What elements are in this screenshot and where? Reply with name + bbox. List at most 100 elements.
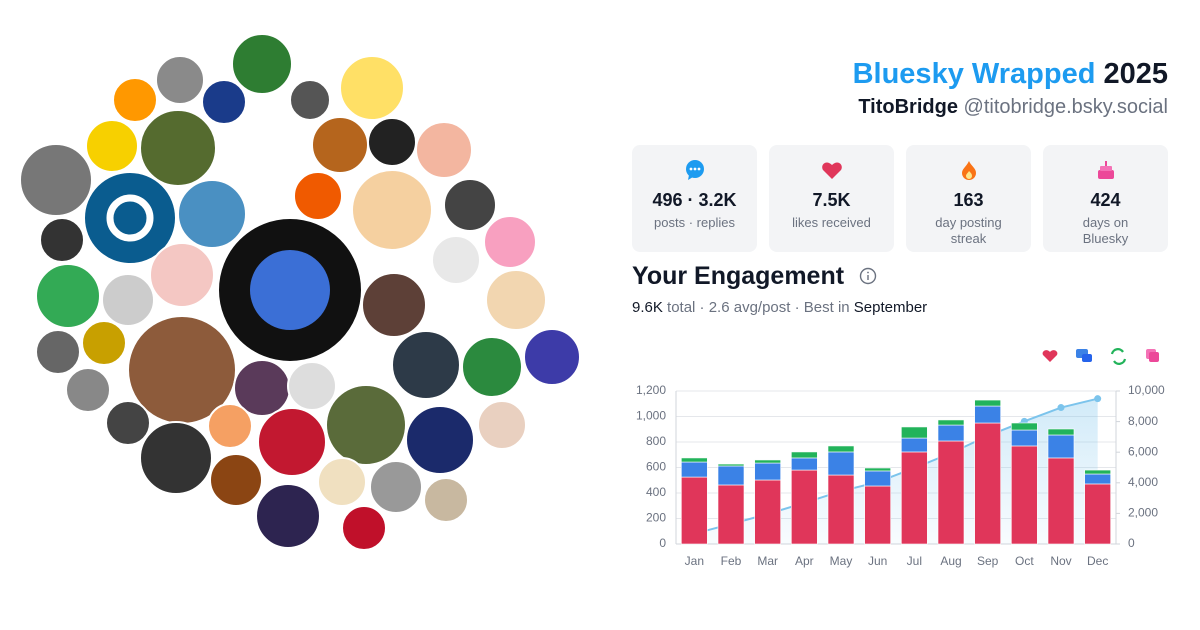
y2-tick-label: 0 <box>1128 536 1135 550</box>
bar <box>717 463 745 467</box>
bar <box>754 459 781 464</box>
avatar <box>112 77 158 123</box>
stat-icon <box>1097 161 1114 179</box>
avatar <box>351 169 433 251</box>
stat-label: likes received <box>792 215 871 230</box>
bar <box>681 457 708 463</box>
bar <box>1011 422 1038 431</box>
avatar <box>325 384 407 466</box>
stat-card: 496 · 3.2K posts · replies <box>632 145 757 252</box>
bar <box>1084 473 1111 485</box>
bar <box>864 485 891 545</box>
bar <box>827 445 855 453</box>
avatar <box>19 143 93 217</box>
line-point <box>1057 404 1065 412</box>
bar <box>827 474 855 545</box>
user: TitoBridge @titobridge.bsky.social <box>858 96 1168 119</box>
avatar <box>461 336 523 398</box>
section-title-text: Your Engagement <box>632 262 845 290</box>
section-title: Your Engagement <box>632 262 877 291</box>
avatar <box>485 269 547 331</box>
bar <box>1084 469 1111 475</box>
avatar <box>209 453 263 507</box>
bar <box>974 399 1001 407</box>
x-tick-label: Jun <box>868 554 887 568</box>
avatar <box>431 235 481 285</box>
y-tick-label: 800 <box>646 434 666 448</box>
avatar <box>339 55 405 121</box>
avatar <box>177 179 247 249</box>
bar <box>1047 457 1075 545</box>
avatar <box>339 335 389 385</box>
bar <box>974 422 1001 545</box>
avatar <box>35 329 81 375</box>
legend-icon <box>1042 350 1058 362</box>
avatar <box>231 124 293 186</box>
bar <box>901 451 928 545</box>
avatar <box>39 217 85 263</box>
stat-card: 424 days on Bluesky <box>1043 145 1168 252</box>
y-tick-label: 600 <box>646 460 666 474</box>
title: Bluesky Wrapped 2025 <box>853 58 1168 91</box>
avatar <box>443 178 497 232</box>
x-tick-label: Dec <box>1087 554 1108 568</box>
avatar <box>483 215 537 269</box>
stat-icon <box>685 160 704 180</box>
engagement-chart: 0 200 400 600 800 1,000 1,200 0 2,000 4,000 6,000 8… <box>636 383 1165 568</box>
avatar <box>81 320 127 366</box>
stat-value: 163 <box>953 190 984 210</box>
avatar <box>231 33 293 95</box>
bar <box>681 461 708 478</box>
y-tick-label: 400 <box>646 485 666 499</box>
title-year: 2025 <box>1103 58 1168 90</box>
y2-tick-label: 10,000 <box>1128 383 1165 397</box>
bar <box>754 462 781 481</box>
info-icon[interactable] <box>859 267 877 285</box>
y-tick-label: 1,000 <box>636 409 666 423</box>
avatar <box>149 242 215 308</box>
x-tick-label: Aug <box>940 554 961 568</box>
avatar <box>289 79 331 121</box>
bar <box>864 467 891 472</box>
user-name: TitoBridge <box>858 96 958 118</box>
line-point <box>1094 395 1102 403</box>
avatar <box>83 171 177 265</box>
avatar <box>65 367 111 413</box>
bar <box>791 469 818 545</box>
x-tick-label: Jul <box>907 554 922 568</box>
summary-text: total · 2.6 avg/post · Best in <box>667 299 850 316</box>
y-tick-label: 200 <box>646 511 666 525</box>
avatar <box>155 55 205 105</box>
avatar <box>101 273 155 327</box>
bar <box>754 479 781 545</box>
legend <box>1042 348 1159 365</box>
avatar <box>361 272 427 338</box>
y2-tick-label: 8,000 <box>1128 414 1158 428</box>
stat-label: days on Bluesky <box>1082 215 1129 246</box>
avatar <box>139 421 213 495</box>
summary-best: September <box>853 299 928 316</box>
x-tick-label: May <box>830 554 853 568</box>
summary-total: 9.6K <box>632 299 663 316</box>
avatar <box>201 79 247 125</box>
avatar <box>207 403 253 449</box>
avatar <box>257 407 327 477</box>
avatar <box>391 330 461 400</box>
bar <box>1047 434 1075 459</box>
avatar <box>367 117 417 167</box>
stat-value: 496 · 3.2K <box>652 190 737 210</box>
avatar-detail <box>250 250 330 330</box>
x-tick-label: Nov <box>1050 554 1071 568</box>
stat-icon <box>821 162 842 179</box>
y2-tick-label: 2,000 <box>1128 506 1158 520</box>
avatar <box>317 457 367 507</box>
avatar-detail <box>106 194 154 242</box>
avatar-cluster <box>19 33 581 551</box>
x-tick-label: Sep <box>977 554 999 568</box>
bar <box>1011 445 1038 545</box>
avatar <box>369 460 423 514</box>
summary: 9.6K total · 2.6 avg/post · Best in Sept… <box>632 299 927 316</box>
bar <box>791 451 818 459</box>
